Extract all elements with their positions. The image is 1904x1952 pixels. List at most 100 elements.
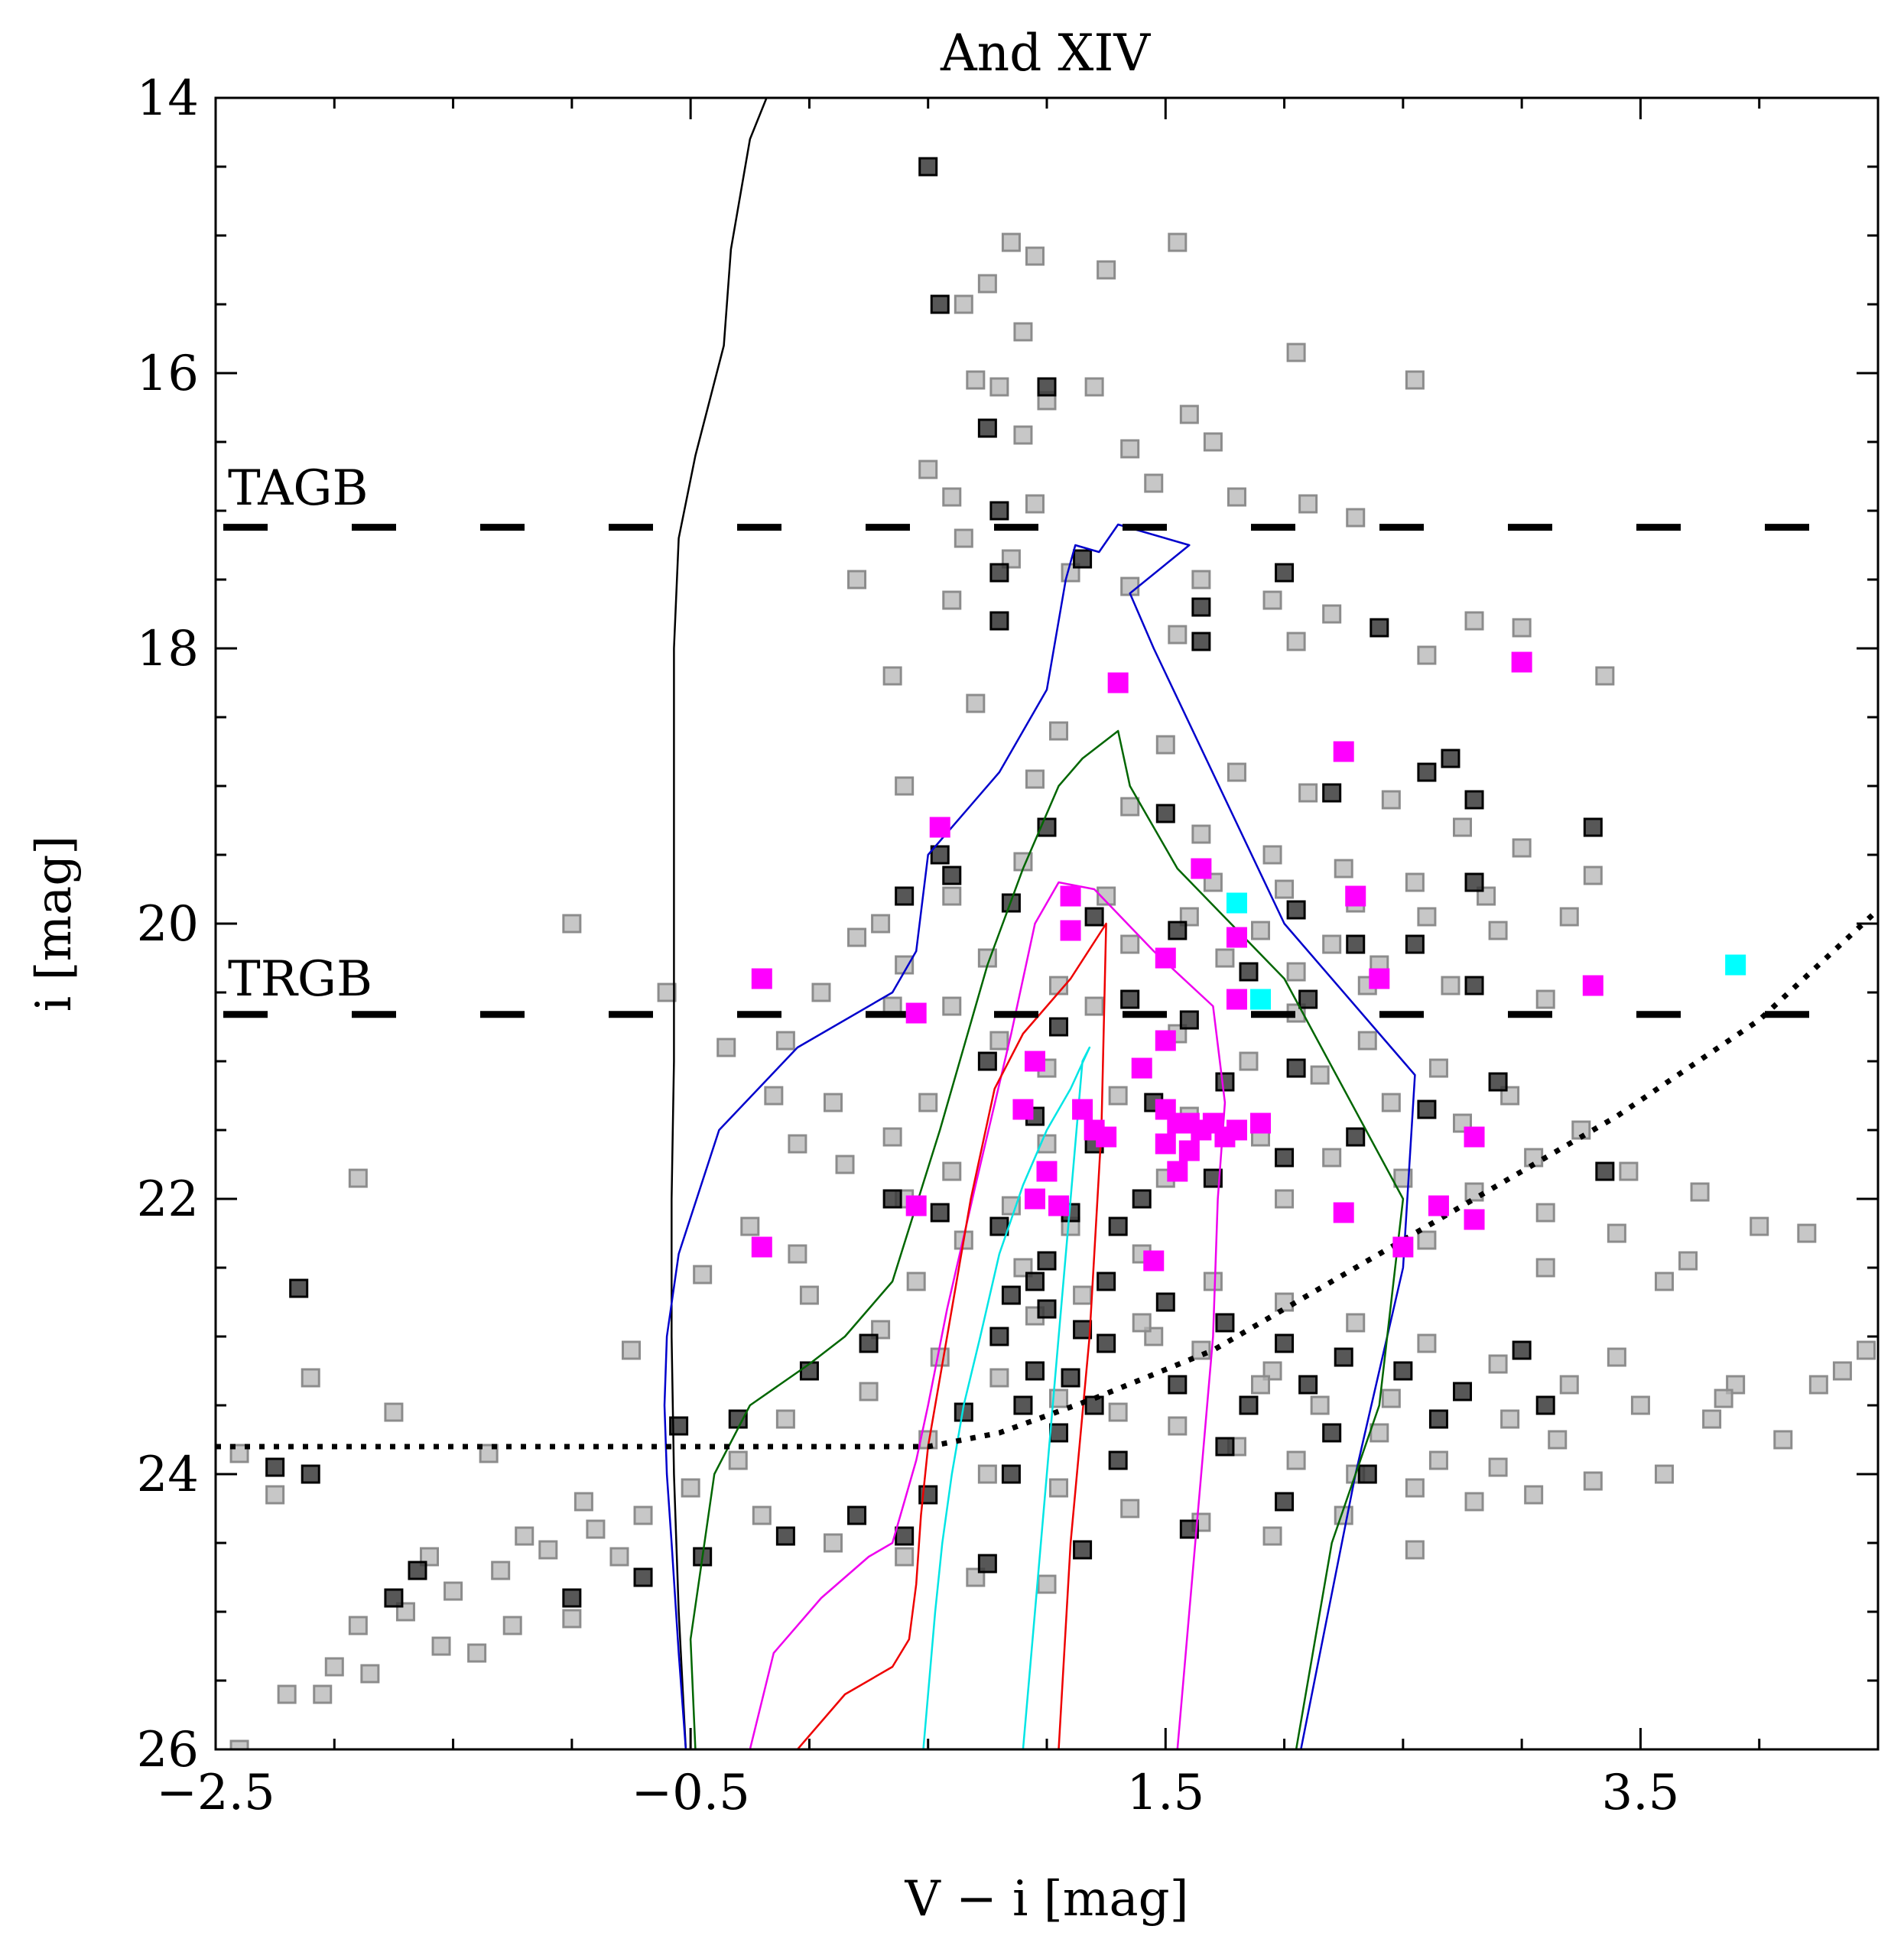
- gray-point: [1417, 645, 1437, 665]
- black-point: [1108, 1216, 1128, 1236]
- black-point: [1346, 934, 1366, 954]
- magenta-point: [905, 1002, 927, 1024]
- magenta-point: [1511, 651, 1532, 673]
- gray-point: [229, 1739, 249, 1749]
- gray-point: [1155, 735, 1175, 755]
- gray-point: [1428, 1058, 1448, 1078]
- gray-point: [491, 1561, 511, 1580]
- gray-point: [977, 1464, 997, 1484]
- magenta-point: [1582, 975, 1603, 996]
- gray-point: [977, 274, 997, 294]
- magenta-point: [1107, 672, 1129, 693]
- gray-point: [1013, 425, 1033, 445]
- gray-point: [313, 1684, 333, 1704]
- reference-lines-layer: [216, 524, 1878, 1450]
- magenta-point: [1024, 1188, 1045, 1210]
- gray-point: [1417, 907, 1437, 927]
- black-point: [1322, 1423, 1342, 1443]
- black-point: [1168, 1375, 1188, 1395]
- black-point: [1013, 1395, 1033, 1415]
- black-point: [1155, 804, 1175, 823]
- magenta-point: [1060, 885, 1081, 907]
- gray-point: [835, 1155, 855, 1174]
- highlight-layer: [751, 651, 1746, 1272]
- gray-point: [1298, 783, 1318, 803]
- gray-point: [1595, 666, 1615, 686]
- gray-point: [1108, 1402, 1128, 1422]
- magenta-point: [1226, 1119, 1247, 1141]
- black-point: [1155, 1292, 1175, 1312]
- black-point: [918, 157, 938, 177]
- gray-point: [966, 370, 986, 390]
- gray-point: [716, 1038, 736, 1057]
- gray-point: [622, 1340, 641, 1360]
- black-point: [1453, 1382, 1472, 1401]
- plot-frame: [214, 96, 1880, 1751]
- black-point: [1215, 1437, 1235, 1457]
- gray-point: [1464, 611, 1484, 631]
- gray-point: [847, 570, 867, 589]
- gray-point: [1417, 1230, 1437, 1250]
- gray-point: [918, 1093, 938, 1112]
- gray-point: [1428, 1450, 1448, 1470]
- gray-point: [1405, 872, 1425, 892]
- black-point: [930, 294, 950, 314]
- gray-point: [1298, 494, 1318, 514]
- black-point: [265, 1457, 285, 1477]
- gray-point: [1381, 790, 1401, 810]
- black-point: [942, 866, 962, 885]
- black-point: [301, 1464, 320, 1484]
- black-point: [977, 418, 997, 438]
- magenta-point: [1191, 858, 1212, 879]
- gray-point: [788, 1134, 807, 1154]
- black-point: [1191, 632, 1211, 651]
- gray-point: [1678, 1251, 1698, 1271]
- black-point: [930, 1203, 950, 1223]
- black-point: [1417, 762, 1437, 782]
- isochrone-blue: [663, 523, 1416, 1749]
- black-point: [1428, 1409, 1448, 1429]
- gray-point: [989, 1368, 1009, 1388]
- black-point: [1215, 1072, 1235, 1092]
- magenta-point: [1155, 1133, 1176, 1155]
- magenta-point: [1250, 1112, 1272, 1134]
- black-point: [1488, 1072, 1508, 1092]
- gray-point: [1203, 432, 1223, 452]
- gray-point: [1120, 934, 1140, 954]
- gray-point: [265, 1485, 285, 1505]
- background-gray-layer: [229, 232, 1876, 1749]
- gray-point: [562, 914, 582, 934]
- gray-point: [1464, 1492, 1484, 1512]
- black-point: [847, 1505, 867, 1525]
- gray-point: [1797, 1223, 1817, 1243]
- black-point: [1441, 749, 1460, 768]
- black-point: [1512, 1340, 1532, 1360]
- black-point: [1239, 962, 1259, 982]
- black-point: [1025, 1361, 1045, 1381]
- gray-point: [1357, 1031, 1377, 1051]
- y-tick-label: 20: [137, 896, 199, 953]
- black-point: [1595, 1161, 1615, 1181]
- axis-tick-labels: −2.5 −0.5 1.5 3.5 14 16 18 20 22 24 26: [137, 70, 1680, 1821]
- gray-point: [859, 1382, 879, 1401]
- black-point: [977, 1554, 997, 1574]
- black-point: [1464, 872, 1484, 892]
- gray-point: [502, 1616, 522, 1635]
- black-point: [1322, 783, 1342, 803]
- isochrone-red: [796, 922, 1107, 1749]
- gray-point: [1001, 232, 1021, 252]
- gray-point: [1168, 625, 1188, 645]
- y-tick-label: 22: [137, 1171, 199, 1228]
- black-point: [1025, 1272, 1045, 1291]
- black-point: [1286, 1058, 1306, 1078]
- gray-point: [1120, 1499, 1140, 1518]
- black-point: [1203, 1168, 1223, 1188]
- magenta-point: [1155, 1030, 1176, 1051]
- gray-point: [775, 1409, 795, 1429]
- y-tick-label: 26: [137, 1722, 199, 1778]
- gray-point: [942, 1161, 962, 1181]
- gray-point: [882, 666, 902, 686]
- gray-point: [693, 1265, 713, 1285]
- gray-point: [1346, 1313, 1366, 1333]
- gray-point: [1037, 1574, 1057, 1594]
